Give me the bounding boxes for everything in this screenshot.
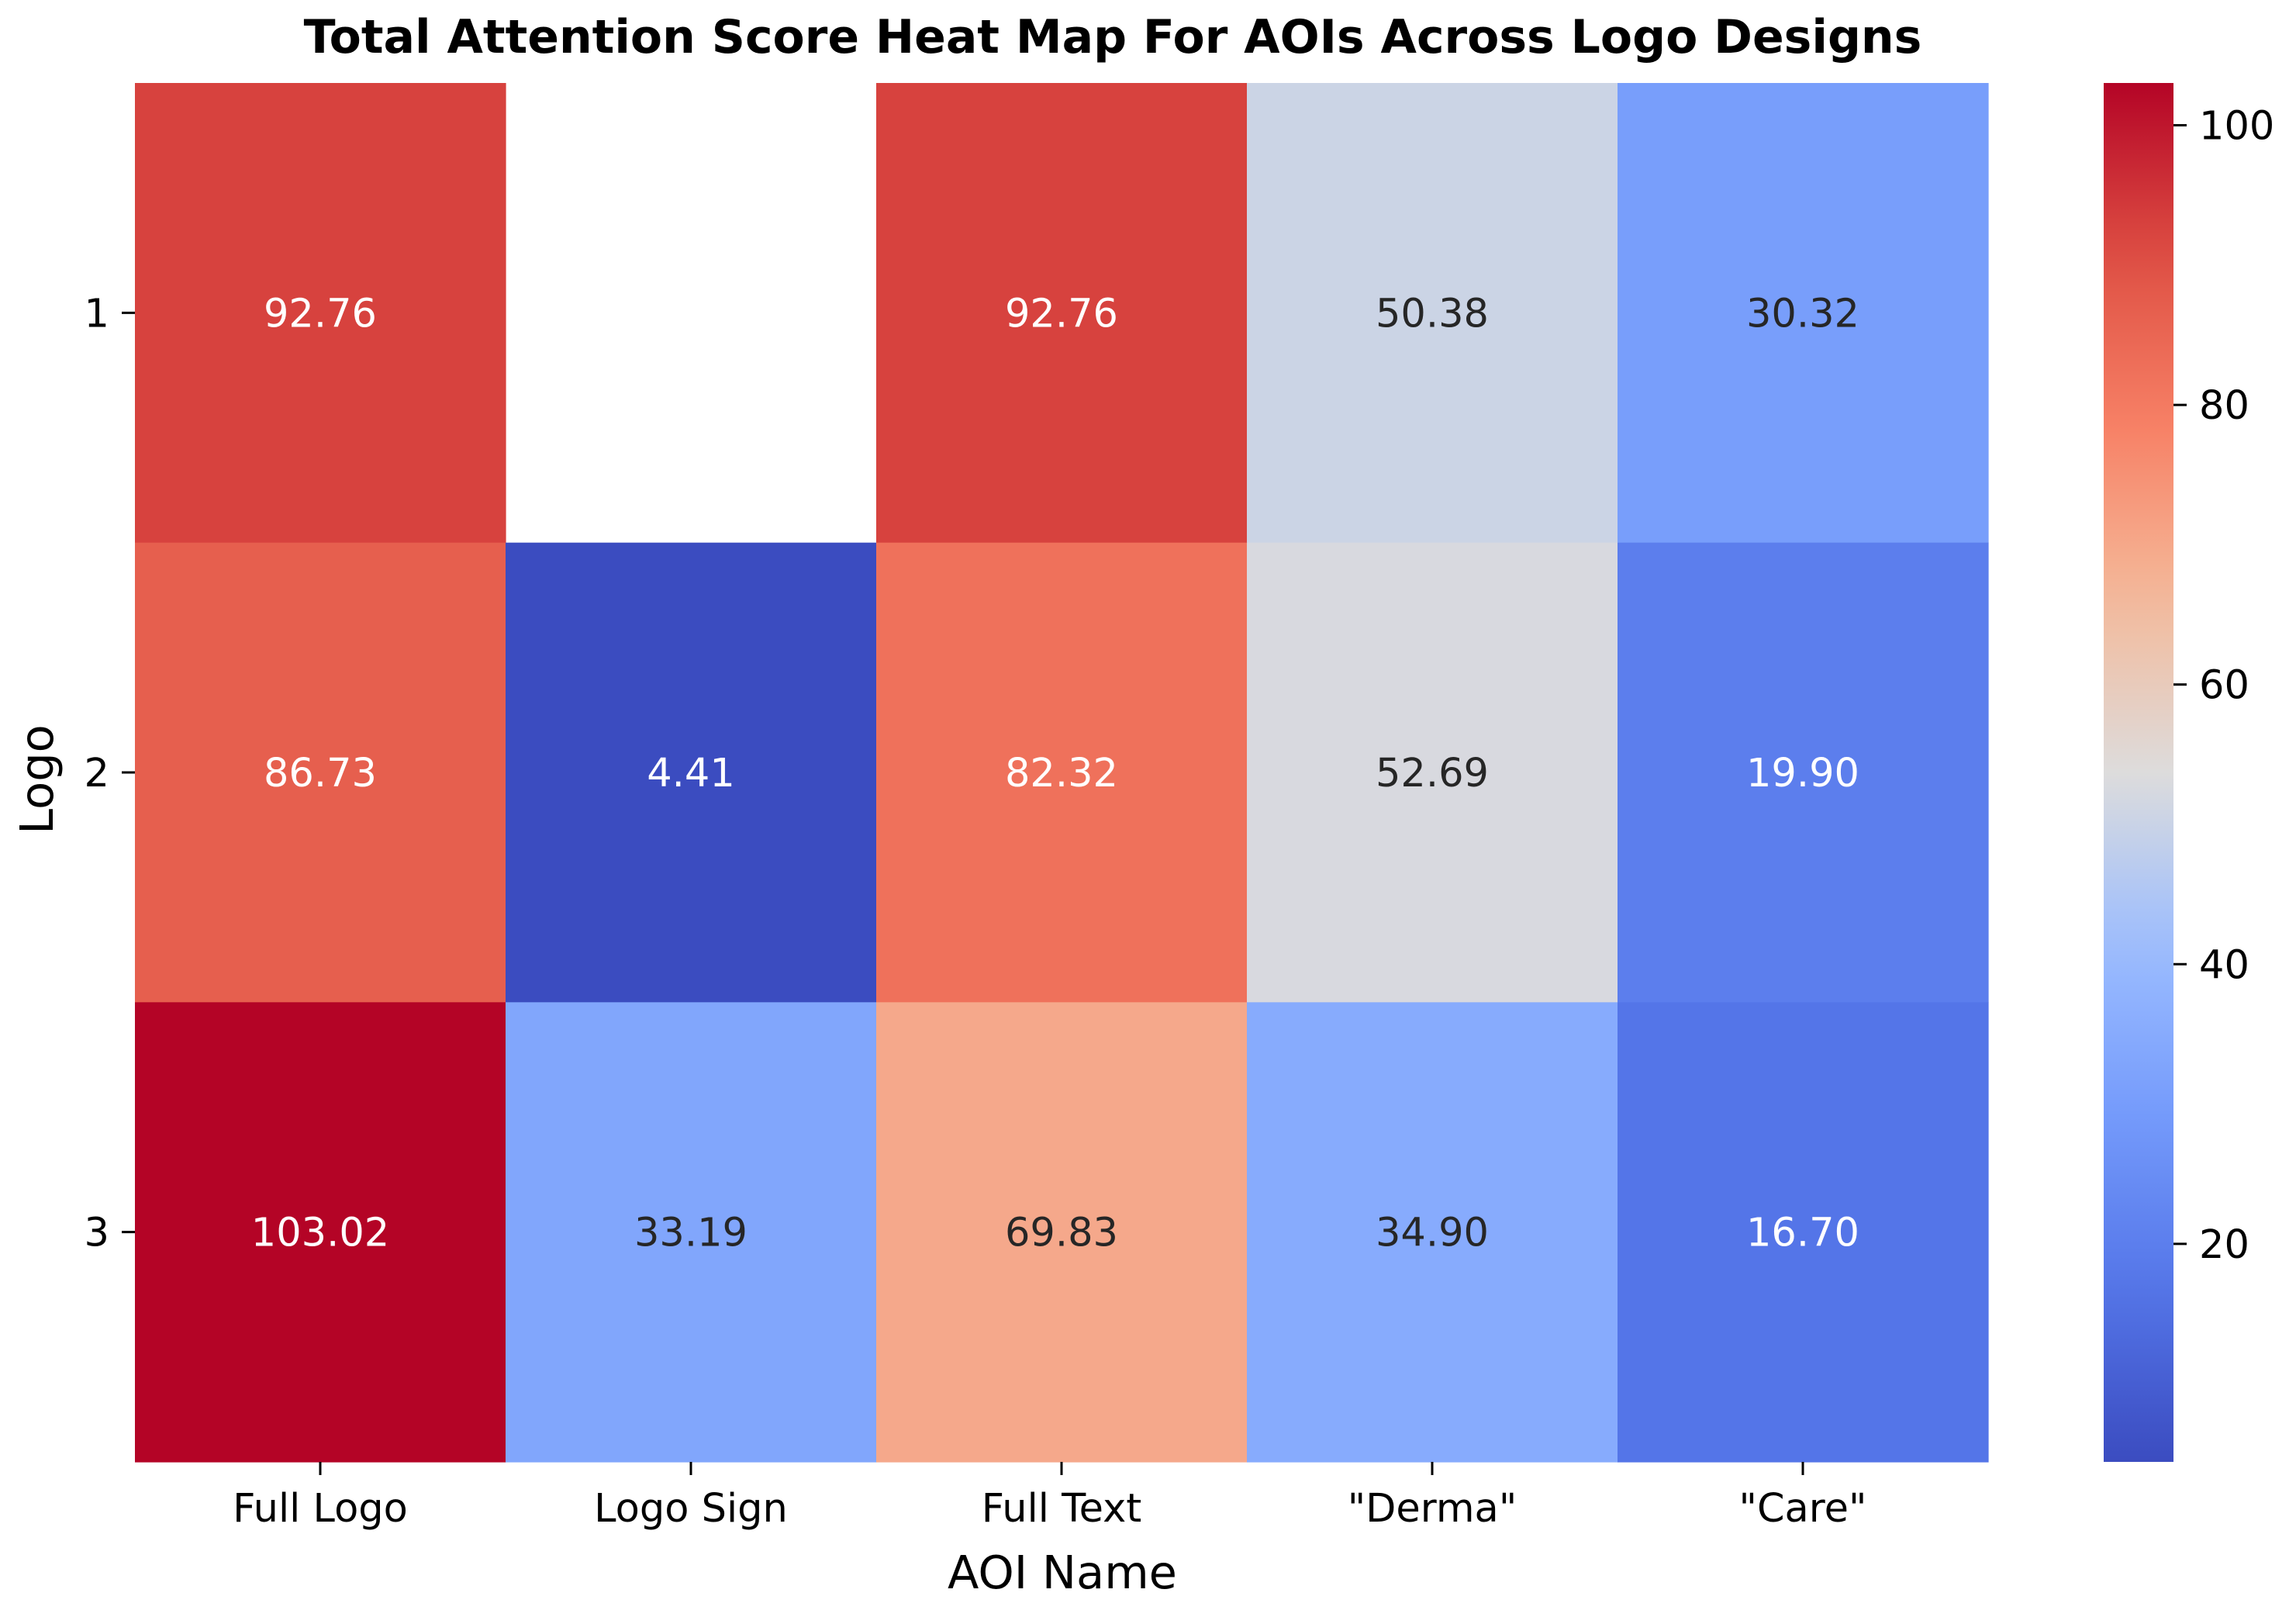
cell-value-label: 86.73: [264, 751, 377, 796]
x-tick-label: Full Text: [982, 1486, 1142, 1532]
cell-value-label: 52.69: [1376, 751, 1489, 796]
y-axis-ticks: 1 2 3: [85, 291, 135, 1256]
colorbar-tick-label: 40: [2199, 942, 2249, 988]
x-tick-label: "Care": [1738, 1486, 1866, 1532]
heatmap-cell: [506, 1002, 877, 1463]
x-tick-label: Logo Sign: [594, 1486, 788, 1532]
heatmap-cell: [1618, 1002, 1989, 1463]
colorbar: 20 40 60 80 100: [2104, 83, 2274, 1462]
x-tick-label: Full Logo: [233, 1486, 408, 1532]
cell-value-label: 30.32: [1746, 291, 1859, 337]
cell-value-label: 19.90: [1746, 751, 1859, 796]
colorbar-tick-label: 80: [2199, 383, 2249, 429]
colorbar-tick-label: 20: [2199, 1222, 2249, 1268]
cell-value-label: 34.90: [1376, 1211, 1489, 1256]
heatmap-cell: [876, 1002, 1248, 1463]
x-axis-ticks: Full Logo Logo Sign Full Text "Derma" "Care": [233, 1462, 1867, 1532]
colorbar-gradient: [2104, 83, 2173, 1462]
cell-value-label: 16.70: [1746, 1211, 1859, 1256]
heatmap-cell: [1618, 83, 1989, 544]
cell-value-label: 82.32: [1005, 751, 1118, 796]
cell-value-label: 92.76: [264, 291, 377, 337]
cell-value-label: 92.76: [1005, 291, 1118, 337]
heatmap-cell: [876, 542, 1248, 1003]
y-tick-label: 1: [85, 291, 109, 337]
x-tick-label: "Derma": [1348, 1486, 1517, 1532]
y-axis-label: Logo: [10, 724, 64, 834]
heatmap-cell-labels: 92.76 92.76 50.38 30.32 86.73 4.41 82.32 52.69 1…: [251, 291, 1859, 1256]
colorbar-tick-label: 100: [2199, 103, 2274, 149]
heatmap-cell: [1247, 83, 1618, 544]
y-tick-label: 2: [85, 751, 109, 796]
cell-value-label: 69.83: [1005, 1211, 1118, 1256]
heatmap-cell: [1247, 1002, 1618, 1463]
cell-value-label: 33.19: [634, 1211, 747, 1256]
colorbar-tick-label: 60: [2199, 663, 2249, 709]
y-tick-label: 3: [85, 1211, 109, 1256]
chart-title: Total Attention Score Heat Map For AOIs …: [304, 10, 1922, 64]
heatmap-cells: [135, 83, 1989, 1463]
heatmap-cell: [506, 542, 877, 1003]
heatmap-cell: [1247, 542, 1618, 1003]
cell-value-label: 4.41: [647, 751, 735, 796]
cell-value-label: 50.38: [1376, 291, 1489, 337]
x-axis-label: AOI Name: [948, 1546, 1177, 1599]
heatmap-cell: [876, 83, 1248, 544]
cell-value-label: 103.02: [251, 1211, 389, 1256]
heatmap-cell: [135, 542, 506, 1003]
heatmap-cell: [135, 1002, 506, 1463]
heatmap-cell: [1618, 542, 1989, 1003]
heatmap-cell: [135, 83, 506, 544]
